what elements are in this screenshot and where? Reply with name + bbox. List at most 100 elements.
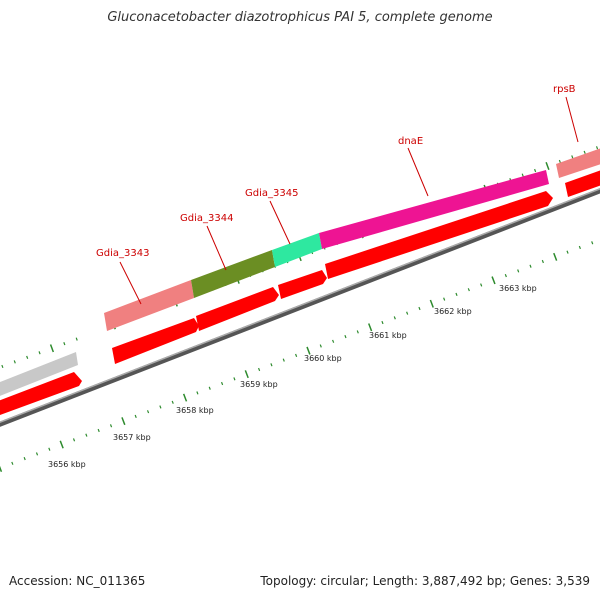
kbp-label-3662: 3662 kbp <box>434 307 472 316</box>
cds-arrow[interactable] <box>196 287 279 331</box>
accession-label: Accession: NC_011365 <box>9 574 146 588</box>
cds-arrow[interactable] <box>112 318 199 364</box>
minor-tick <box>571 155 574 159</box>
minor-tick <box>72 438 76 442</box>
minor-tick <box>529 264 532 268</box>
kbp-label-3663: 3663 kbp <box>499 284 537 293</box>
minor-tick <box>13 360 16 364</box>
minor-tick <box>393 316 396 320</box>
minor-tick <box>208 386 211 390</box>
minor-tick <box>109 424 113 428</box>
label-pointers <box>119 96 579 305</box>
minor-tick <box>595 146 599 150</box>
pointer-gdia-3343 <box>119 261 142 305</box>
major-tick <box>49 344 55 353</box>
minor-tick <box>591 241 594 245</box>
major-tick <box>121 417 126 426</box>
major-tick <box>306 346 311 355</box>
minor-tick <box>75 337 78 341</box>
gene-bar-unnamed[interactable] <box>0 352 78 399</box>
minor-tick <box>558 159 561 164</box>
minor-tick <box>26 355 29 359</box>
gene-bar-gdia-3345[interactable] <box>272 233 322 267</box>
major-tick <box>59 440 64 449</box>
gene-bar-dnae[interactable] <box>319 170 549 249</box>
minor-tick <box>319 344 322 348</box>
minor-tick <box>578 245 581 250</box>
minor-tick <box>521 173 524 177</box>
kbp-label-3656: 3656 kbp <box>48 460 86 469</box>
gene-label-dnae[interactable]: dnaE <box>398 136 423 147</box>
cds-arrow[interactable] <box>565 167 600 197</box>
minor-tick <box>541 259 544 264</box>
minor-tick <box>11 461 14 465</box>
minor-tick <box>146 410 150 414</box>
backbone-highlight <box>0 187 600 424</box>
minor-tick <box>85 433 88 437</box>
cds-arrow[interactable] <box>0 372 82 418</box>
major-tick <box>545 161 550 170</box>
kbp-label-3659: 3659 kbp <box>240 380 278 389</box>
minor-tick <box>233 377 236 381</box>
pointer-rpsb <box>565 96 579 143</box>
minor-tick <box>517 269 520 273</box>
minor-tick <box>97 428 100 433</box>
minor-tick <box>406 311 409 315</box>
minor-tick <box>583 150 586 154</box>
gene-label-gdia-3345[interactable]: Gdia_3345 <box>245 188 298 199</box>
major-tick <box>182 393 188 402</box>
minor-tick <box>35 452 39 456</box>
minor-tick <box>134 414 137 418</box>
kbp-label-3657: 3657 kbp <box>113 433 151 442</box>
minor-tick <box>467 288 470 292</box>
minor-tick <box>418 306 421 311</box>
minor-tick <box>270 363 273 367</box>
minor-tick <box>381 320 384 325</box>
major-tick <box>244 370 249 379</box>
gene-label-gdia-3344[interactable]: Gdia_3344 <box>180 213 233 224</box>
gene-feature-track <box>0 145 600 399</box>
minor-tick <box>159 405 162 409</box>
kbp-label-3660: 3660 kbp <box>304 354 342 363</box>
map-title: Gluconacetobacter diazotrophicus PAI 5, … <box>107 10 493 25</box>
gene-bar-rpsb[interactable] <box>556 145 600 178</box>
minor-tick <box>295 353 298 357</box>
major-tick <box>491 276 496 285</box>
gene-label-rpsb[interactable]: rpsB <box>553 84 576 95</box>
minor-tick <box>534 168 537 173</box>
cds-arrow-track <box>0 167 600 418</box>
gene-bar-gdia-3344[interactable] <box>191 250 275 298</box>
major-tick <box>553 252 558 261</box>
major-tick <box>0 465 3 473</box>
major-tick <box>429 299 434 308</box>
backbone-line <box>0 188 600 427</box>
minor-tick <box>220 381 224 386</box>
genome-summary-label: Topology: circular; Length: 3,887,492 bp… <box>260 574 590 588</box>
pointer-gdia-3344 <box>206 225 227 271</box>
kbp-label-3658: 3658 kbp <box>176 406 214 415</box>
minor-tick <box>504 273 507 278</box>
minor-tick <box>48 447 51 451</box>
gene-bar-gdia-3343[interactable] <box>104 280 194 331</box>
minor-tick <box>480 283 483 287</box>
minor-tick <box>38 351 41 355</box>
kbp-scale-track <box>0 241 594 473</box>
cds-arrow[interactable] <box>325 191 553 279</box>
minor-tick <box>196 391 199 395</box>
gene-label-gdia-3343[interactable]: Gdia_3343 <box>96 248 149 259</box>
minor-tick <box>566 250 569 254</box>
cds-arrow[interactable] <box>278 270 327 299</box>
kbp-label-3661: 3661 kbp <box>369 331 407 340</box>
minor-tick <box>443 297 446 301</box>
minor-tick <box>356 330 359 334</box>
minor-tick <box>282 358 285 362</box>
minor-tick <box>257 367 261 372</box>
minor-tick <box>1 364 4 369</box>
minor-tick <box>344 334 347 339</box>
minor-tick <box>332 339 335 343</box>
minor-tick <box>171 400 174 404</box>
pointer-gdia-3345 <box>269 200 291 245</box>
minor-tick <box>23 456 26 461</box>
